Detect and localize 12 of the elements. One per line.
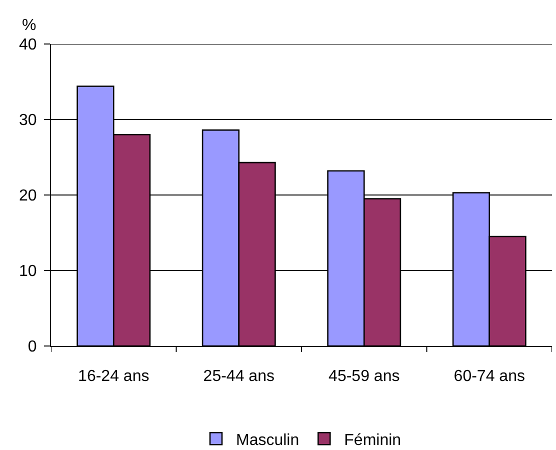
legend-label: Féminin	[344, 432, 402, 449]
x-tick-label: 60-74 ans	[454, 368, 525, 386]
x-tick-label: 25-44 ans	[203, 368, 274, 386]
y-tick-label: 40	[19, 36, 37, 54]
x-tick-label: 16-24 ans	[78, 368, 150, 386]
y-tick-label: 30	[19, 112, 37, 130]
y-tick-label: 0	[28, 338, 37, 356]
x-tick-label: 45-59 ans	[328, 368, 400, 386]
y-tick-label: 20	[19, 188, 37, 205]
y-tick-label: 10	[19, 263, 37, 280]
legend-label: Masculin	[236, 432, 300, 449]
y-axis-title: %	[22, 17, 36, 34]
